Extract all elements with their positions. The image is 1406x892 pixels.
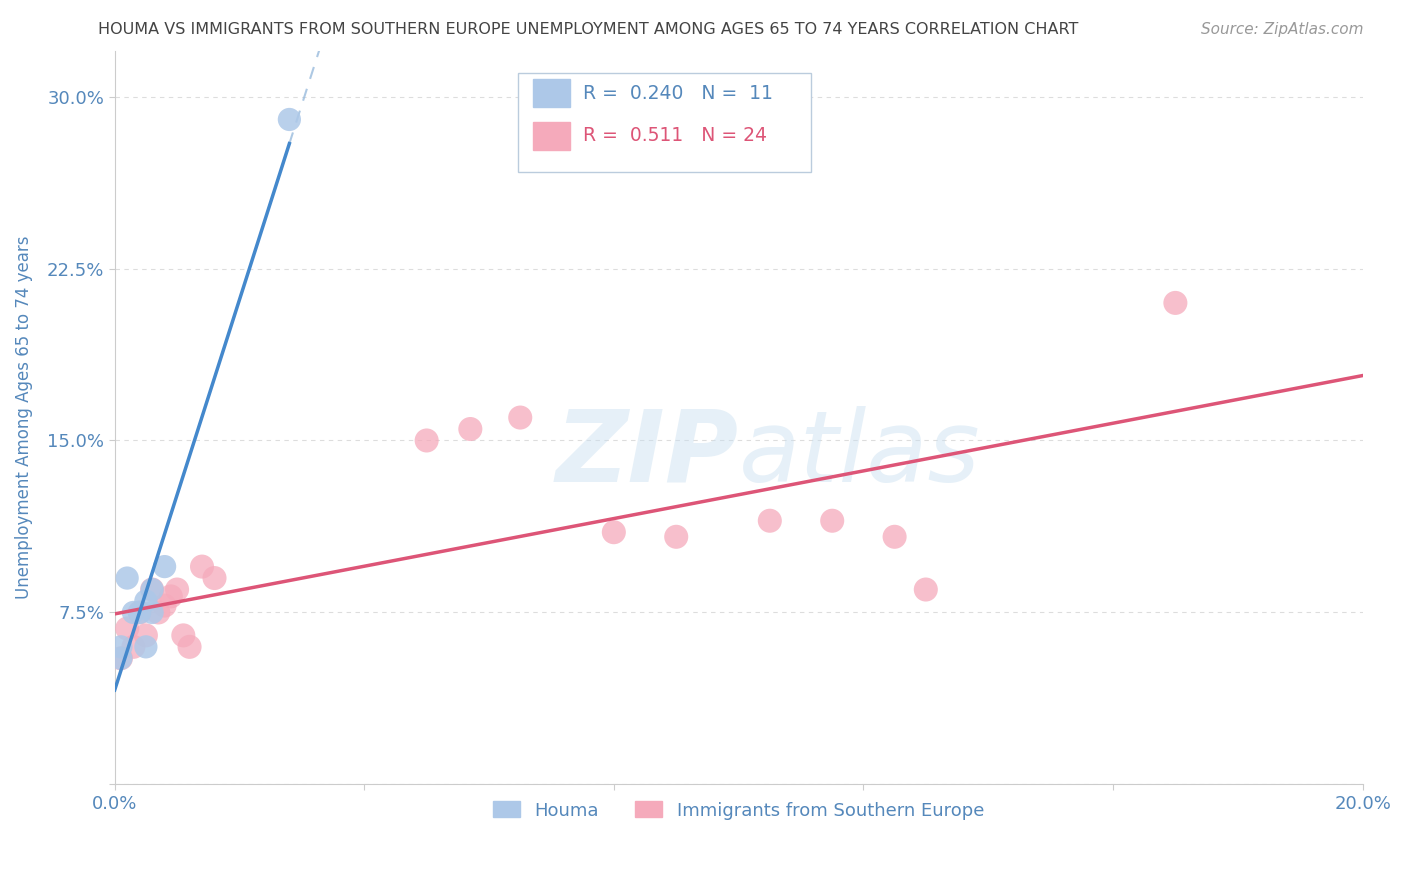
Point — [148, 606, 170, 620]
Point — [759, 514, 782, 528]
Text: R =  0.240   N =  11: R = 0.240 N = 11 — [582, 84, 773, 103]
Point — [204, 571, 226, 585]
Point — [415, 434, 437, 448]
Point — [110, 651, 132, 665]
Point — [1164, 296, 1187, 310]
Point — [179, 640, 201, 654]
Point — [160, 590, 183, 604]
Y-axis label: Unemployment Among Ages 65 to 74 years: Unemployment Among Ages 65 to 74 years — [15, 235, 32, 599]
Bar — [533, 122, 571, 150]
Point — [135, 594, 157, 608]
Point — [141, 582, 163, 597]
Point — [821, 514, 844, 528]
Point — [135, 640, 157, 654]
Point — [135, 628, 157, 642]
Point — [278, 112, 301, 127]
Point — [122, 640, 145, 654]
Point — [128, 606, 150, 620]
Point — [153, 599, 176, 613]
Point — [128, 606, 150, 620]
Point — [122, 606, 145, 620]
Point — [110, 640, 132, 654]
Point — [153, 559, 176, 574]
Point — [914, 582, 936, 597]
Point — [166, 582, 188, 597]
Point — [115, 571, 138, 585]
Text: R =  0.511   N = 24: R = 0.511 N = 24 — [582, 127, 766, 145]
Point — [141, 582, 163, 597]
Point — [665, 530, 688, 544]
Text: ZIP: ZIP — [555, 406, 738, 503]
Legend: Houma, Immigrants from Southern Europe: Houma, Immigrants from Southern Europe — [486, 794, 991, 827]
Point — [509, 410, 531, 425]
FancyBboxPatch shape — [517, 72, 811, 172]
Text: HOUMA VS IMMIGRANTS FROM SOUTHERN EUROPE UNEMPLOYMENT AMONG AGES 65 TO 74 YEARS : HOUMA VS IMMIGRANTS FROM SOUTHERN EUROPE… — [98, 22, 1078, 37]
Point — [460, 422, 482, 436]
Point — [191, 559, 214, 574]
Point — [141, 606, 163, 620]
Text: atlas: atlas — [738, 406, 980, 503]
Point — [603, 525, 626, 540]
Text: Source: ZipAtlas.com: Source: ZipAtlas.com — [1201, 22, 1364, 37]
Point — [115, 622, 138, 636]
Point — [883, 530, 905, 544]
Point — [172, 628, 194, 642]
Bar — [533, 79, 571, 107]
Point — [110, 651, 132, 665]
